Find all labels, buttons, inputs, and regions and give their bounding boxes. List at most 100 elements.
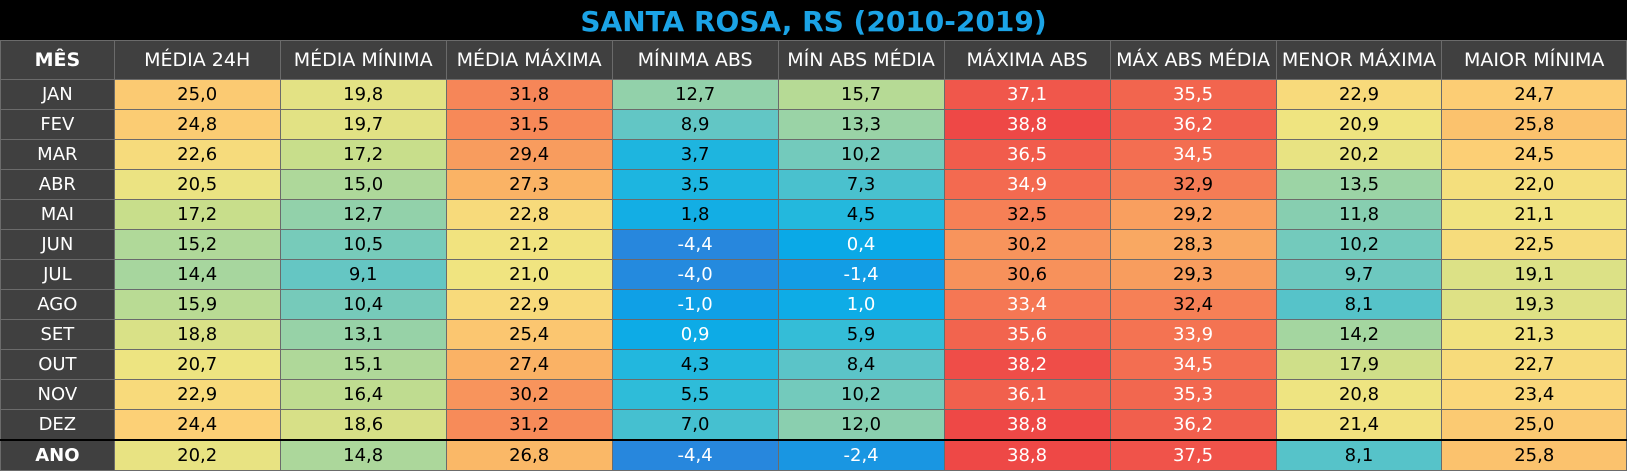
page-title: SANTA ROSA, RS (2010-2019) [580,5,1047,38]
header-media-maxima: MÉDIA MÁXIMA [445,40,613,80]
value-cell: 21,3 [1441,319,1627,350]
month-cell: JUL [0,259,115,290]
table-total-row: ANO 20,2 14,8 26,8 -4,4 -2,4 38,8 37,5 8,1 25,8 [0,439,1627,471]
value-cell: 3,5 [611,169,779,200]
value-cell: 35,5 [1109,79,1277,110]
value-cell: 22,6 [113,139,281,170]
value-cell: 3,7 [611,139,779,170]
value-cell: 17,2 [113,199,281,230]
value-cell: 25,4 [445,319,613,350]
header-media-24h: MÉDIA 24H [113,40,281,80]
value-cell: 22,9 [445,289,613,320]
value-cell: 17,9 [1275,349,1443,380]
value-cell: -4,0 [611,259,779,290]
value-cell: 22,9 [1275,79,1443,110]
header-maior-minima: MAIOR MÍNIMA [1441,40,1627,80]
value-cell: 19,3 [1441,289,1627,320]
value-cell: 10,2 [1275,229,1443,260]
value-cell: 10,5 [279,229,447,260]
table-row: OUT 20,7 15,1 27,4 4,3 8,4 38,2 34,5 17,9 22,7 [0,349,1627,380]
month-cell: OUT [0,349,115,380]
value-cell: 19,1 [1441,259,1627,290]
table-row: FEV 24,8 19,7 31,5 8,9 13,3 38,8 36,2 20,9 25,8 [0,109,1627,140]
value-cell: 31,5 [445,109,613,140]
value-cell: 25,8 [1441,439,1627,471]
value-cell: 22,9 [113,379,281,410]
value-cell: 29,2 [1109,199,1277,230]
value-cell: 7,0 [611,409,779,441]
value-cell: 14,8 [279,439,447,471]
value-cell: 21,2 [445,229,613,260]
value-cell: 31,2 [445,409,613,441]
header-min-abs-media: MÍN ABS MÉDIA [777,40,945,80]
month-cell: JAN [0,79,115,110]
value-cell: -1,0 [611,289,779,320]
value-cell: 8,9 [611,109,779,140]
value-cell: 0,9 [611,319,779,350]
value-cell: 10,2 [777,139,945,170]
value-cell: 26,8 [445,439,613,471]
value-cell: 33,4 [943,289,1111,320]
value-cell: 19,8 [279,79,447,110]
month-cell: JUN [0,229,115,260]
value-cell: 4,5 [777,199,945,230]
value-cell: 38,8 [943,109,1111,140]
value-cell: 30,2 [943,229,1111,260]
header-month: MÊS [0,40,115,80]
value-cell: 22,8 [445,199,613,230]
value-cell: 36,5 [943,139,1111,170]
value-cell: 25,0 [113,79,281,110]
header-minima-abs: MÍNIMA ABS [611,40,779,80]
value-cell: 1,8 [611,199,779,230]
value-cell: 32,4 [1109,289,1277,320]
table-row: DEZ 24,4 18,6 31,2 7,0 12,0 38,8 36,2 21,4 25,0 [0,409,1627,441]
value-cell: 8,1 [1275,439,1443,471]
value-cell: 32,9 [1109,169,1277,200]
value-cell: 37,1 [943,79,1111,110]
table-body: JAN 25,0 19,8 31,8 12,7 15,7 37,1 35,5 22,9 24,7 F… [0,79,1627,471]
value-cell: 36,2 [1109,409,1277,441]
header-media-minima: MÉDIA MÍNIMA [279,40,447,80]
value-cell: 18,8 [113,319,281,350]
value-cell: 27,4 [445,349,613,380]
value-cell: 0,4 [777,229,945,260]
value-cell: 5,9 [777,319,945,350]
value-cell: 1,0 [777,289,945,320]
table-row: AGO 15,9 10,4 22,9 -1,0 1,0 33,4 32,4 8,1 19,3 [0,289,1627,320]
value-cell: 13,1 [279,319,447,350]
value-cell: 9,1 [279,259,447,290]
value-cell: 15,0 [279,169,447,200]
value-cell: 4,3 [611,349,779,380]
value-cell: 20,2 [1275,139,1443,170]
value-cell: 22,0 [1441,169,1627,200]
value-cell: 24,7 [1441,79,1627,110]
value-cell: 24,8 [113,109,281,140]
month-cell: MAI [0,199,115,230]
value-cell: 33,9 [1109,319,1277,350]
value-cell: 21,1 [1441,199,1627,230]
value-cell: 15,7 [777,79,945,110]
value-cell: 22,5 [1441,229,1627,260]
value-cell: 20,8 [1275,379,1443,410]
table-row: JUN 15,2 10,5 21,2 -4,4 0,4 30,2 28,3 10,2 22,5 [0,229,1627,260]
value-cell: 10,4 [279,289,447,320]
table-row: SET 18,8 13,1 25,4 0,9 5,9 35,6 33,9 14,2 21,3 [0,319,1627,350]
value-cell: 17,2 [279,139,447,170]
value-cell: 8,4 [777,349,945,380]
value-cell: 38,8 [943,409,1111,441]
month-cell: ANO [0,439,115,471]
value-cell: 10,2 [777,379,945,410]
value-cell: 15,2 [113,229,281,260]
value-cell: 30,6 [943,259,1111,290]
value-cell: 19,7 [279,109,447,140]
header-row: MÊS MÉDIA 24H MÉDIA MÍNIMA MÉDIA MÁXIMA … [0,40,1627,80]
header-max-abs-media: MÁX ABS MÉDIA [1109,40,1277,80]
header-maxima-abs: MÁXIMA ABS [943,40,1111,80]
value-cell: 28,3 [1109,229,1277,260]
value-cell: 32,5 [943,199,1111,230]
value-cell: 37,5 [1109,439,1277,471]
table-row: NOV 22,9 16,4 30,2 5,5 10,2 36,1 35,3 20,8 23,4 [0,379,1627,410]
header-menor-maxima: MENOR MÁXIMA [1275,40,1443,80]
month-cell: AGO [0,289,115,320]
